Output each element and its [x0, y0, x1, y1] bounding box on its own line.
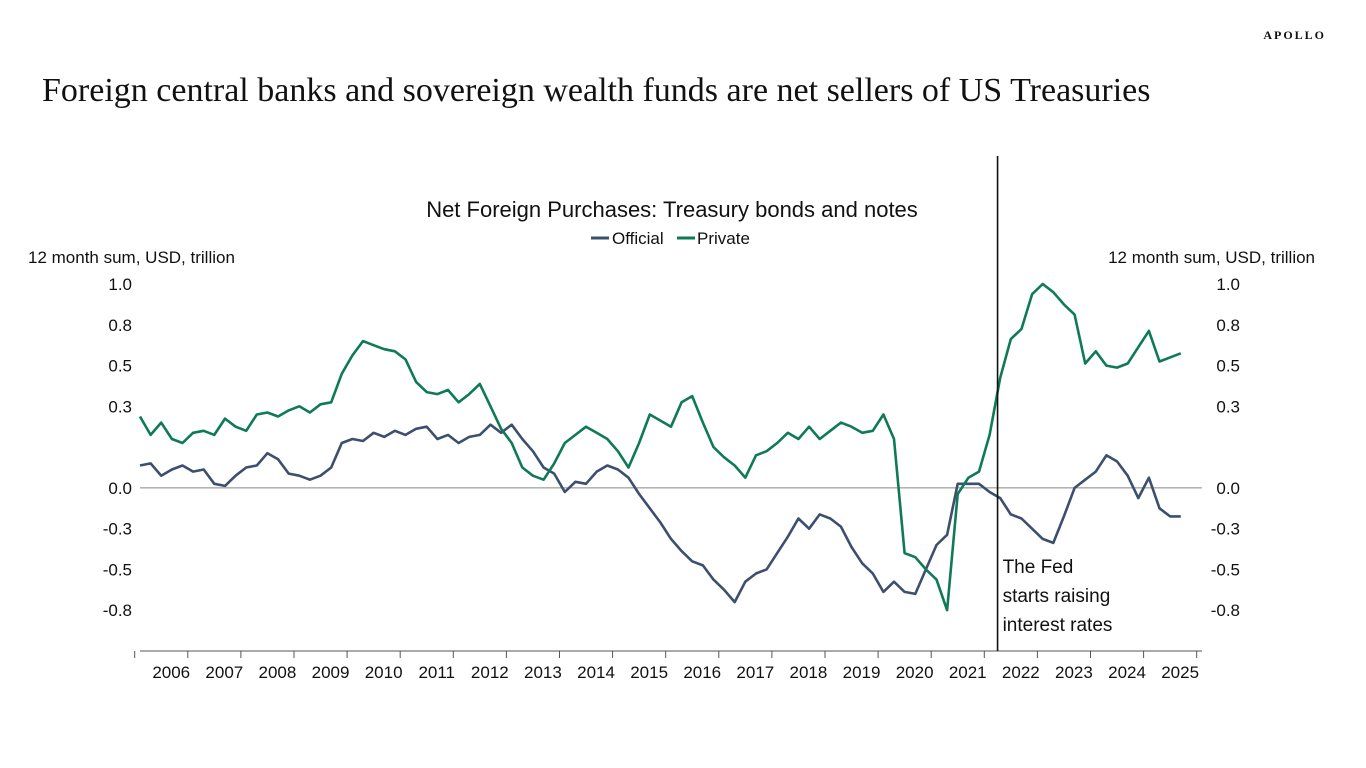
- x-tick-label: 2007: [205, 663, 243, 682]
- x-tick-label: 2020: [896, 663, 934, 682]
- x-tick-label: 2008: [259, 663, 297, 682]
- y-axis-left: 1.0 0.8 0.5 0.3 0.0 -0.3 -0.5 -0.8: [103, 275, 132, 620]
- x-tick-label: 2006: [152, 663, 190, 682]
- y-tick-label-left: -0.5: [103, 560, 132, 579]
- y-tick-label-left: -0.8: [103, 601, 132, 620]
- legend-official-label: Official: [612, 229, 664, 248]
- x-tick-label: 2009: [312, 663, 350, 682]
- x-tick-label: 2012: [471, 663, 509, 682]
- y-axis-right-label: 12 month sum, USD, trillion: [1108, 248, 1315, 267]
- y-tick-label-left: 0.5: [108, 357, 132, 376]
- y-axis-right: 1.0 0.8 0.5 0.3 0.0 -0.3 -0.5 -0.8: [1211, 275, 1240, 620]
- y-tick-label-right: 0.5: [1216, 357, 1240, 376]
- y-tick-label-left: 1.0: [108, 275, 132, 294]
- x-tick-label: 2022: [1002, 663, 1040, 682]
- x-tick-label: 2021: [949, 663, 987, 682]
- fed-annotation-text: interest rates: [1003, 615, 1113, 636]
- y-tick-label-right: -0.3: [1211, 520, 1240, 539]
- y-tick-label-left: 0.0: [108, 479, 132, 498]
- x-tick-label: 2019: [843, 663, 881, 682]
- y-tick-label-left: 0.3: [108, 397, 132, 416]
- y-tick-label-left: -0.3: [103, 520, 132, 539]
- fed-annotation-text: starts raising: [1003, 586, 1111, 607]
- series-line-official: [139, 423, 1181, 604]
- x-tick-label: 2025: [1161, 663, 1199, 682]
- y-tick-label-right: 1.0: [1216, 275, 1240, 294]
- chart-title: Net Foreign Purchases: Treasury bonds an…: [426, 197, 918, 222]
- y-axis-left-label: 12 month sum, USD, trillion: [28, 248, 235, 267]
- fed-annotation-text: The Fed: [1003, 557, 1074, 578]
- x-tick-label: 2013: [524, 663, 562, 682]
- x-tick-label: 2018: [790, 663, 828, 682]
- brand-logo: APOLLO: [1263, 28, 1326, 42]
- x-axis: 2006 2007 2008 2009 2010 2011 2012 2013 2014 2015…: [134, 487, 1202, 682]
- x-tick-label: 2010: [365, 663, 403, 682]
- x-tick-label: 2016: [683, 663, 721, 682]
- legend-private-label: Private: [697, 229, 750, 248]
- x-tick-label: 2024: [1108, 663, 1146, 682]
- series-lines: [138, 282, 1182, 612]
- page-headline: Foreign central banks and sovereign weal…: [42, 72, 1151, 109]
- y-tick-label-right: -0.5: [1211, 560, 1240, 579]
- y-tick-label-right: -0.8: [1211, 601, 1240, 620]
- series-line-private: [138, 282, 1182, 612]
- annotation-group: The Fed starts raising interest rates: [996, 156, 1113, 651]
- y-tick-label-right: 0.0: [1216, 479, 1240, 498]
- x-tick-label: 2017: [736, 663, 774, 682]
- y-tick-label-left: 0.8: [108, 316, 132, 335]
- x-tick-label: 2023: [1055, 663, 1093, 682]
- x-tick-label: 2014: [577, 663, 615, 682]
- y-tick-label-right: 0.8: [1216, 316, 1240, 335]
- x-tick-label: 2015: [630, 663, 668, 682]
- legend: Official Private: [591, 229, 750, 248]
- x-tick-label: 2011: [418, 663, 455, 682]
- y-tick-label-right: 0.3: [1216, 397, 1240, 416]
